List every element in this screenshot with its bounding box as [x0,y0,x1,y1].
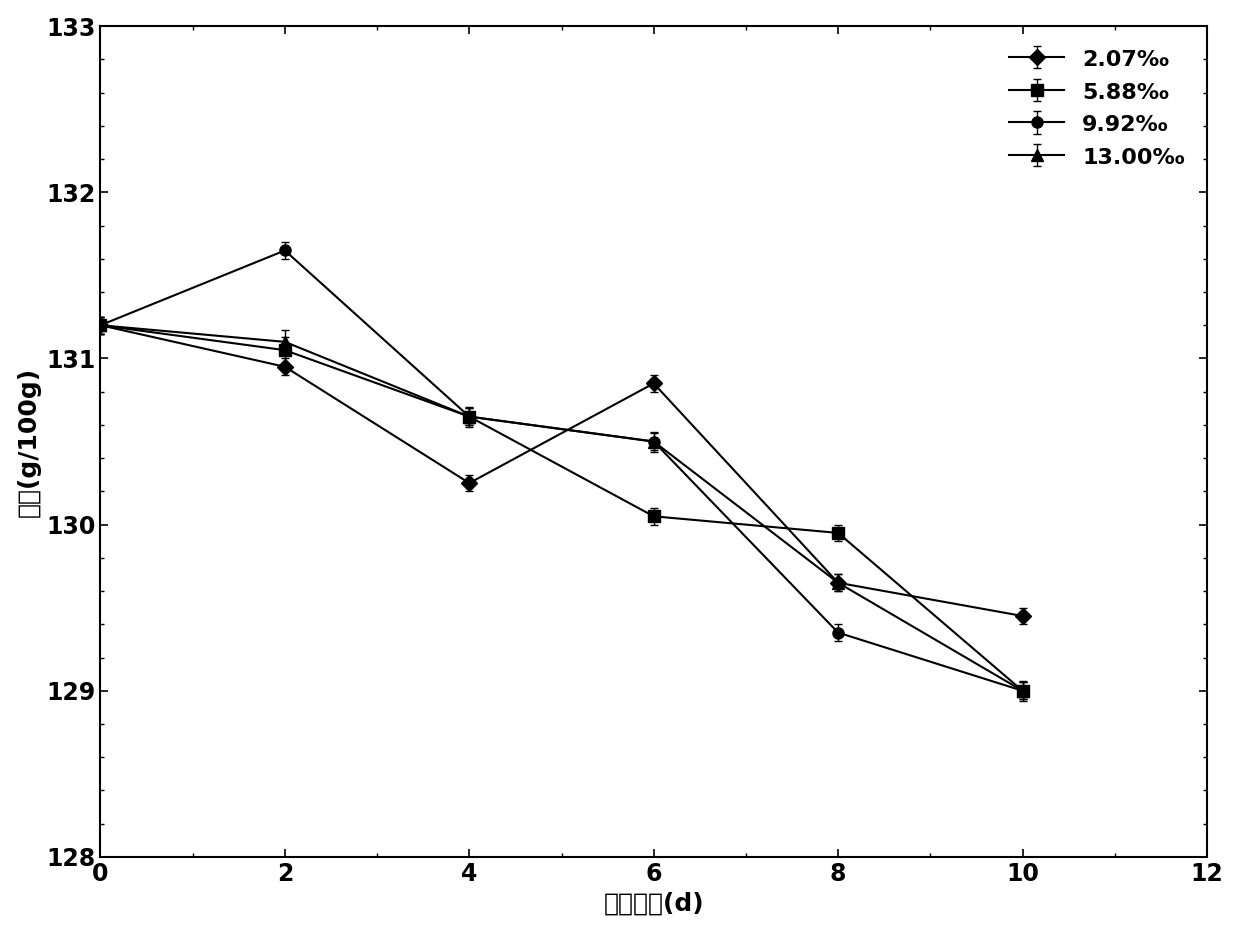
Y-axis label: 碘値(g/100g): 碘値(g/100g) [16,366,41,516]
X-axis label: 加热时间(d): 加热时间(d) [604,891,704,915]
Legend: 2.07‰, 5.88‰, 9.92‰, 13.00‰: 2.07‰, 5.88‰, 9.92‰, 13.00‰ [998,37,1195,179]
